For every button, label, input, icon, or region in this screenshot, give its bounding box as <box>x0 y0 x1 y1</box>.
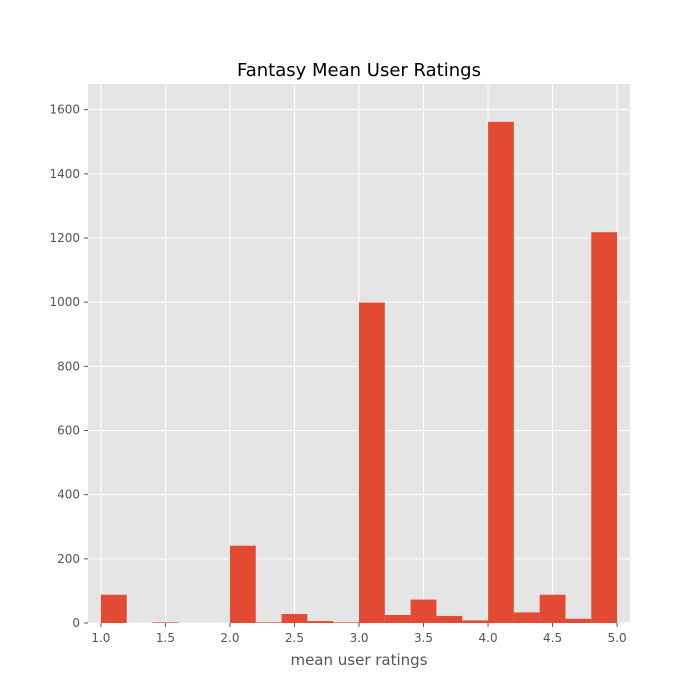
x-tick-label: 2.0 <box>220 631 239 645</box>
x-tick-label: 1.5 <box>156 631 175 645</box>
x-tick-label: 4.5 <box>543 631 562 645</box>
histogram-bar <box>152 622 179 623</box>
x-axis-ticks: 1.0 1.5 2.0 2.5 3.0 3.5 4.0 4.5 5.0 <box>91 623 627 645</box>
histogram-bar <box>100 594 127 623</box>
histogram-bar <box>333 622 359 623</box>
y-axis-ticks: 0 200 400 600 800 1000 1200 1400 1600 <box>49 103 88 630</box>
x-tick-label: 4.0 <box>479 631 498 645</box>
x-tick-label: 3.5 <box>414 631 433 645</box>
y-tick-label: 1600 <box>49 103 80 117</box>
y-tick-label: 1000 <box>49 295 80 309</box>
y-tick-label: 0 <box>72 616 80 630</box>
y-tick-label: 200 <box>57 552 80 566</box>
histogram-bar <box>410 599 437 623</box>
y-tick-label: 800 <box>57 359 80 373</box>
histogram-bar <box>591 232 618 623</box>
histogram-bar <box>255 622 282 623</box>
x-tick-label: 2.5 <box>285 631 304 645</box>
histogram-bar <box>539 594 566 623</box>
y-tick-label: 1200 <box>49 231 80 245</box>
histogram-bar <box>565 618 592 623</box>
x-tick-label: 5.0 <box>608 631 627 645</box>
chart-title: Fantasy Mean User Ratings <box>237 60 481 81</box>
histogram-bar <box>488 121 514 623</box>
histogram-bar <box>513 612 540 623</box>
histogram-bar <box>462 620 489 623</box>
y-tick-label: 600 <box>57 424 80 438</box>
histogram-bar <box>281 614 308 623</box>
histogram-bar <box>436 615 463 623</box>
y-tick-label: 1400 <box>49 167 80 181</box>
histogram-bar <box>384 614 411 623</box>
histogram-bar <box>229 545 256 623</box>
y-tick-label: 400 <box>57 488 80 502</box>
x-axis-label: mean user ratings <box>290 651 427 669</box>
histogram-bar <box>307 621 334 623</box>
x-tick-label: 1.0 <box>91 631 110 645</box>
x-tick-label: 3.0 <box>349 631 368 645</box>
bars <box>100 121 618 623</box>
histogram-bar <box>359 302 385 623</box>
